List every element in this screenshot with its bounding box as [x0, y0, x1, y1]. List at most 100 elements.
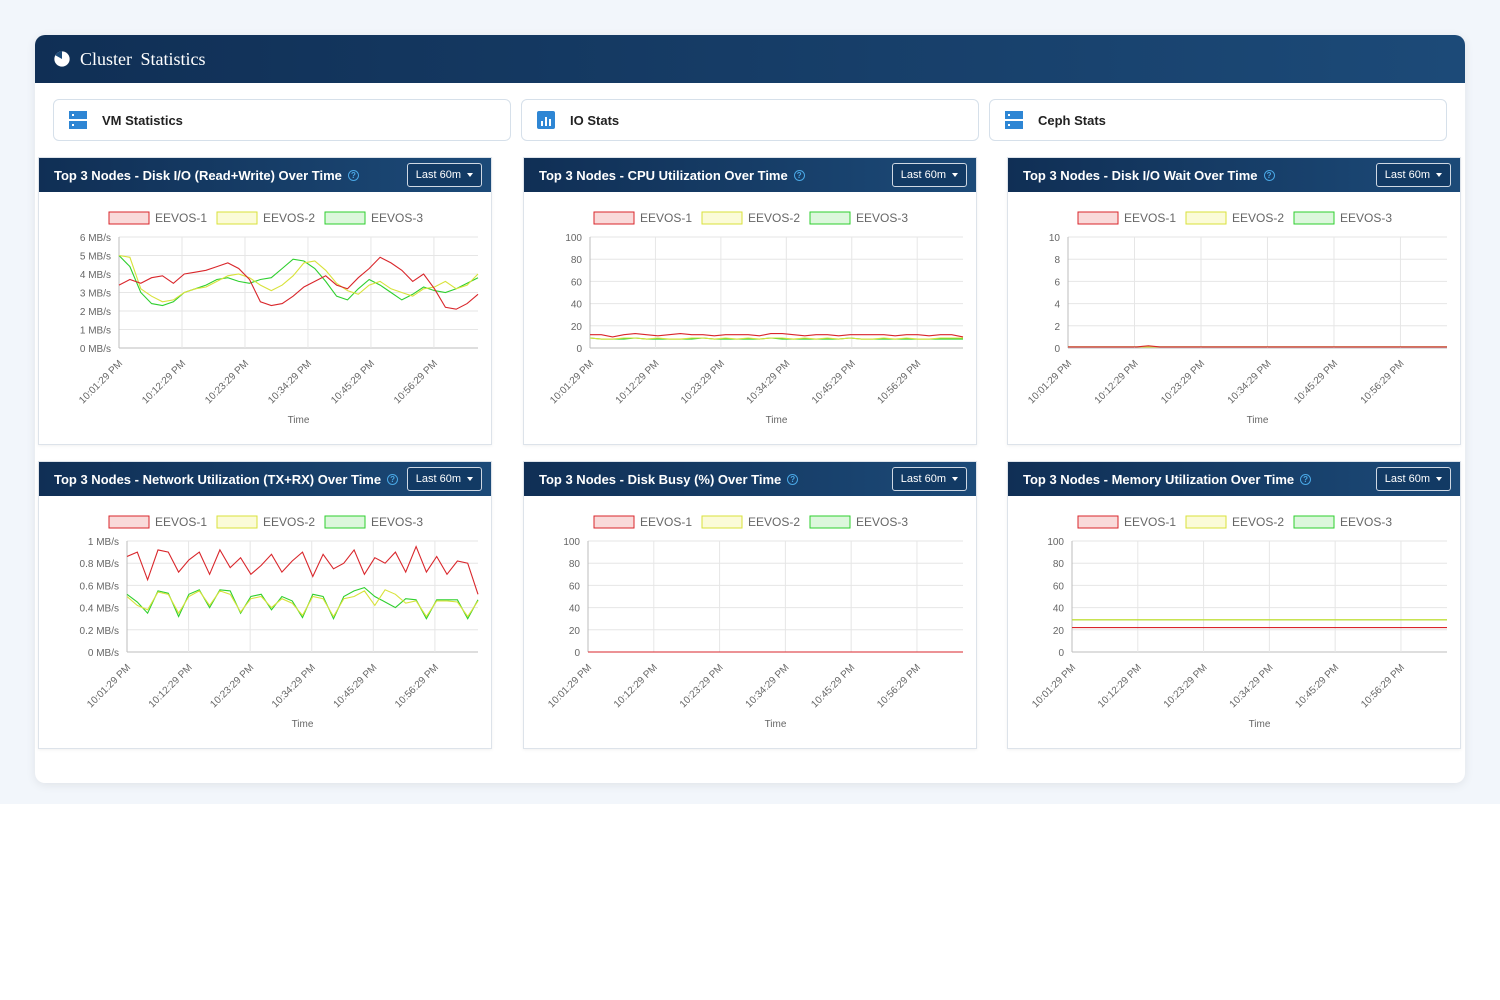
- x-tick-label: 10:56:29 PM: [875, 662, 923, 710]
- help-icon[interactable]: ?: [1263, 169, 1275, 181]
- legend-swatch: [216, 515, 258, 529]
- time-range-dropdown[interactable]: Last 60m: [406, 467, 482, 491]
- disk-io-chart: EEVOS-1 EEVOS-2 EEVOS-3 Top 3 Nodes - Disk …: [57, 192, 479, 426]
- legend-item[interactable]: EEVOS-2: [701, 211, 800, 225]
- panel-header: Top 3 Nodes - Network Utilization (TX+RX…: [39, 462, 491, 496]
- bar-chart-icon: [537, 111, 555, 129]
- y-tick-label: 80: [571, 255, 583, 266]
- x-tick-label: 10:12:29 PM: [612, 662, 660, 710]
- legend-item[interactable]: EEVOS-2: [216, 515, 315, 529]
- x-tick-label: 10:34:29 PM: [744, 662, 792, 710]
- time-range-dropdown[interactable]: Last 60m: [891, 163, 967, 187]
- memory-utilization-chart: EEVOS-1 EEVOS-2 EEVOS-3 Top 3 Nodes - Memor…: [1026, 504, 1447, 730]
- series-line-eevos-3: [118, 255, 479, 307]
- y-tick-label: 80: [1053, 559, 1065, 570]
- time-range-dropdown[interactable]: Last 60m: [406, 163, 482, 187]
- tab-label: Ceph Stats: [1038, 112, 1106, 128]
- tab-ceph-stats[interactable]: Ceph Stats: [989, 99, 1447, 141]
- x-tick-label: 10:23:29 PM: [1162, 662, 1210, 710]
- legend-label: EEVOS-3: [371, 515, 423, 529]
- y-tick-label: 60: [571, 277, 583, 288]
- y-axis-label: Top 3 Nodes - Disk I/O (Read+Write) Over…: [57, 192, 68, 404]
- y-tick-label: 100: [565, 233, 582, 244]
- caret-down-icon: [467, 173, 473, 177]
- memory-utilization-panel: Top 3 Nodes - Memory Utilization Over Ti…: [1007, 461, 1461, 749]
- panel-header: Top 3 Nodes - CPU Utilization Over Time …: [524, 158, 976, 192]
- stats-tabs: VM Statistics IO Stats Ceph Stats: [53, 99, 1447, 141]
- help-icon[interactable]: ?: [347, 169, 359, 181]
- x-tick-label: 10:34:29 PM: [1228, 662, 1276, 710]
- y-tick-label: 6: [1054, 277, 1060, 288]
- y-tick-label: 0: [576, 344, 582, 355]
- y-tick-label: 10: [1049, 233, 1061, 244]
- legend-item[interactable]: EEVOS-1: [108, 515, 207, 529]
- legend-item[interactable]: EEVOS-3: [1293, 515, 1392, 529]
- tab-label: IO Stats: [570, 112, 620, 128]
- caret-down-icon: [1436, 173, 1442, 177]
- y-axis-label: Top 3 Nodes - Memory Utilization Over Ti…: [1026, 504, 1037, 701]
- y-tick-label: 0.4 MB/s: [80, 604, 119, 615]
- help-icon[interactable]: ?: [1300, 473, 1312, 485]
- x-tick-label: 10:23:29 PM: [203, 358, 251, 406]
- legend-swatch: [324, 515, 366, 529]
- tab-io-stats[interactable]: IO Stats: [521, 99, 979, 141]
- caret-down-icon: [952, 477, 958, 481]
- y-tick-label: 1 MB/s: [80, 326, 111, 337]
- y-tick-label: 40: [571, 300, 583, 311]
- legend-swatch: [108, 211, 150, 225]
- y-tick-label: 0: [1054, 344, 1060, 355]
- y-tick-label: 3 MB/s: [80, 289, 111, 300]
- time-range-dropdown[interactable]: Last 60m: [1375, 163, 1451, 187]
- legend-swatch: [1293, 211, 1335, 225]
- cpu-utilization-panel: Top 3 Nodes - CPU Utilization Over Time …: [523, 157, 977, 445]
- legend-item[interactable]: EEVOS-3: [809, 515, 908, 529]
- legend-item[interactable]: EEVOS-1: [108, 211, 207, 225]
- legend-item[interactable]: EEVOS-2: [701, 515, 800, 529]
- x-tick-label: 10:45:29 PM: [329, 358, 377, 406]
- y-tick-label: 0: [1058, 648, 1064, 659]
- legend-item[interactable]: EEVOS-3: [809, 211, 908, 225]
- help-icon[interactable]: ?: [387, 473, 399, 485]
- legend-item[interactable]: EEVOS-3: [324, 211, 423, 225]
- legend-label: EEVOS-2: [748, 211, 800, 225]
- legend-swatch: [324, 211, 366, 225]
- time-range-dropdown[interactable]: Last 60m: [1375, 467, 1451, 491]
- legend-item[interactable]: EEVOS-3: [1293, 211, 1392, 225]
- legend-item[interactable]: EEVOS-1: [1077, 515, 1176, 529]
- x-tick-label: 10:45:29 PM: [1292, 358, 1340, 406]
- card-header: Cluster Statistics: [35, 35, 1465, 83]
- legend-label: EEVOS-1: [640, 515, 692, 529]
- help-icon[interactable]: ?: [787, 473, 799, 485]
- x-tick-label: 10:56:29 PM: [392, 358, 440, 406]
- legend-item[interactable]: EEVOS-3: [324, 515, 423, 529]
- legend-label: EEVOS-3: [856, 211, 908, 225]
- y-tick-label: 0 MB/s: [80, 344, 111, 355]
- tab-label: VM Statistics: [102, 112, 183, 128]
- help-icon[interactable]: ?: [793, 169, 805, 181]
- x-tick-label: 10:23:29 PM: [678, 662, 726, 710]
- legend-item[interactable]: EEVOS-2: [216, 211, 315, 225]
- x-tick-label: 10:12:29 PM: [1093, 358, 1141, 406]
- legend-label: EEVOS-3: [1340, 515, 1392, 529]
- legend-label: EEVOS-2: [263, 211, 315, 225]
- y-tick-label: 40: [1053, 604, 1065, 615]
- page-title: Cluster Statistics: [80, 48, 206, 69]
- legend-swatch: [1293, 515, 1335, 529]
- legend-label: EEVOS-3: [856, 515, 908, 529]
- series-line-eevos-2: [118, 254, 479, 303]
- legend-item[interactable]: EEVOS-1: [593, 515, 692, 529]
- y-tick-label: 60: [569, 581, 581, 592]
- time-range-dropdown[interactable]: Last 60m: [891, 467, 967, 491]
- legend-swatch: [216, 211, 258, 225]
- panel-title: Top 3 Nodes - Memory Utilization Over Ti…: [1023, 471, 1295, 487]
- legend-label: EEVOS-1: [155, 211, 207, 225]
- legend-item[interactable]: EEVOS-1: [593, 211, 692, 225]
- legend-item[interactable]: EEVOS-1: [1077, 211, 1176, 225]
- tab-vm-statistics[interactable]: VM Statistics: [53, 99, 511, 141]
- legend-item[interactable]: EEVOS-2: [1185, 515, 1284, 529]
- legend-item[interactable]: EEVOS-2: [1185, 211, 1284, 225]
- legend-label: EEVOS-3: [371, 211, 423, 225]
- x-tick-label: 10:23:29 PM: [679, 358, 727, 406]
- y-tick-label: 20: [1053, 626, 1065, 637]
- x-tick-label: 10:34:29 PM: [270, 662, 318, 710]
